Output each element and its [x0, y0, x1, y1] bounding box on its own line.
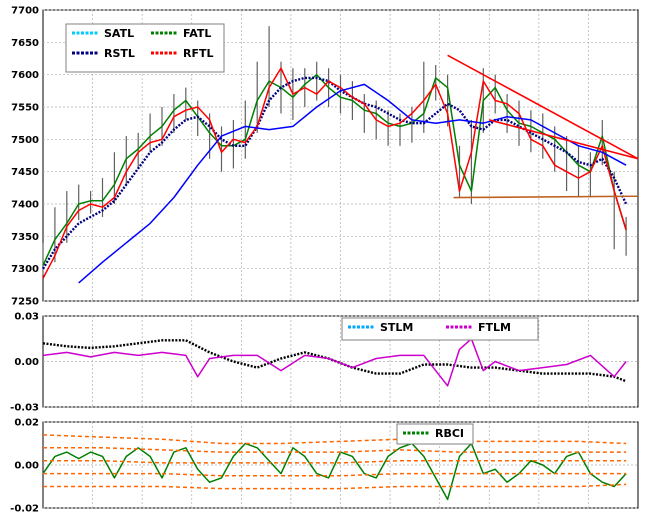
legend: RBCI — [396, 423, 474, 445]
legend-label: FTLM — [478, 321, 511, 334]
series-line-band-4 — [43, 472, 627, 477]
legend-label: SATL — [104, 27, 134, 40]
series-line-rstl — [41, 76, 628, 270]
y-tick-label: 0.00 — [14, 357, 39, 368]
series-line-rbci — [42, 442, 627, 501]
y-tick-label: -0.03 — [10, 403, 39, 414]
series-line-ftlm — [42, 338, 627, 387]
y-tick-label: -0.02 — [10, 504, 39, 515]
y-tick-label: 7500 — [11, 135, 39, 146]
grid-lines — [43, 421, 638, 509]
trendline — [453, 195, 639, 199]
y-tick-label: 7350 — [11, 232, 39, 243]
y-tick-label: 0.00 — [14, 461, 39, 472]
y-tick-label: 7400 — [11, 200, 39, 211]
series-line-satl — [78, 83, 627, 284]
y-tick-label: 7300 — [11, 264, 39, 275]
legend-label: RSTL — [104, 47, 135, 60]
y-tick-label: 7600 — [11, 70, 39, 81]
y-tick-label: 7250 — [11, 297, 39, 308]
legend-label: RBCI — [435, 427, 464, 440]
panel-rbci: -0.02 0.00 0.02 RBCI — [10, 418, 639, 515]
legend-label: FATL — [183, 27, 211, 40]
legend-label: STLM — [380, 321, 413, 334]
y-tick-label: 7650 — [11, 38, 39, 49]
series-line-band-5 — [43, 483, 627, 490]
legend-box — [396, 423, 474, 445]
panel-oscillator: -0.03 0.00 0.03 STLM FTLM — [10, 312, 639, 414]
y-tick-label: 0.03 — [14, 312, 39, 323]
y-tick-label: 0.02 — [14, 418, 39, 429]
y-tick-label: 7700 — [11, 6, 39, 17]
series-line-rftl — [42, 67, 627, 279]
legend-label: RFTL — [183, 47, 214, 60]
y-tick-label: 7550 — [11, 103, 39, 114]
panel-price: 7250 7300 7350 7400 7450 7500 7550 7600 7650 7700… — [11, 6, 639, 308]
grid-lines — [43, 9, 638, 302]
y-tick-label: 7450 — [11, 167, 39, 178]
series-line-band-1 — [42, 434, 627, 445]
legend-box — [341, 317, 539, 341]
series-line-band-3 — [43, 459, 627, 464]
series-line-stlm — [42, 339, 627, 383]
grid-lines — [43, 315, 638, 408]
trendline — [447, 54, 639, 160]
legend: STLM FTLM — [341, 317, 539, 341]
trendline — [489, 119, 639, 160]
legend: SATL FATL RSTL RFTL — [65, 23, 225, 73]
series-line-band-2 — [43, 447, 627, 453]
series-line-fatl — [42, 73, 627, 266]
